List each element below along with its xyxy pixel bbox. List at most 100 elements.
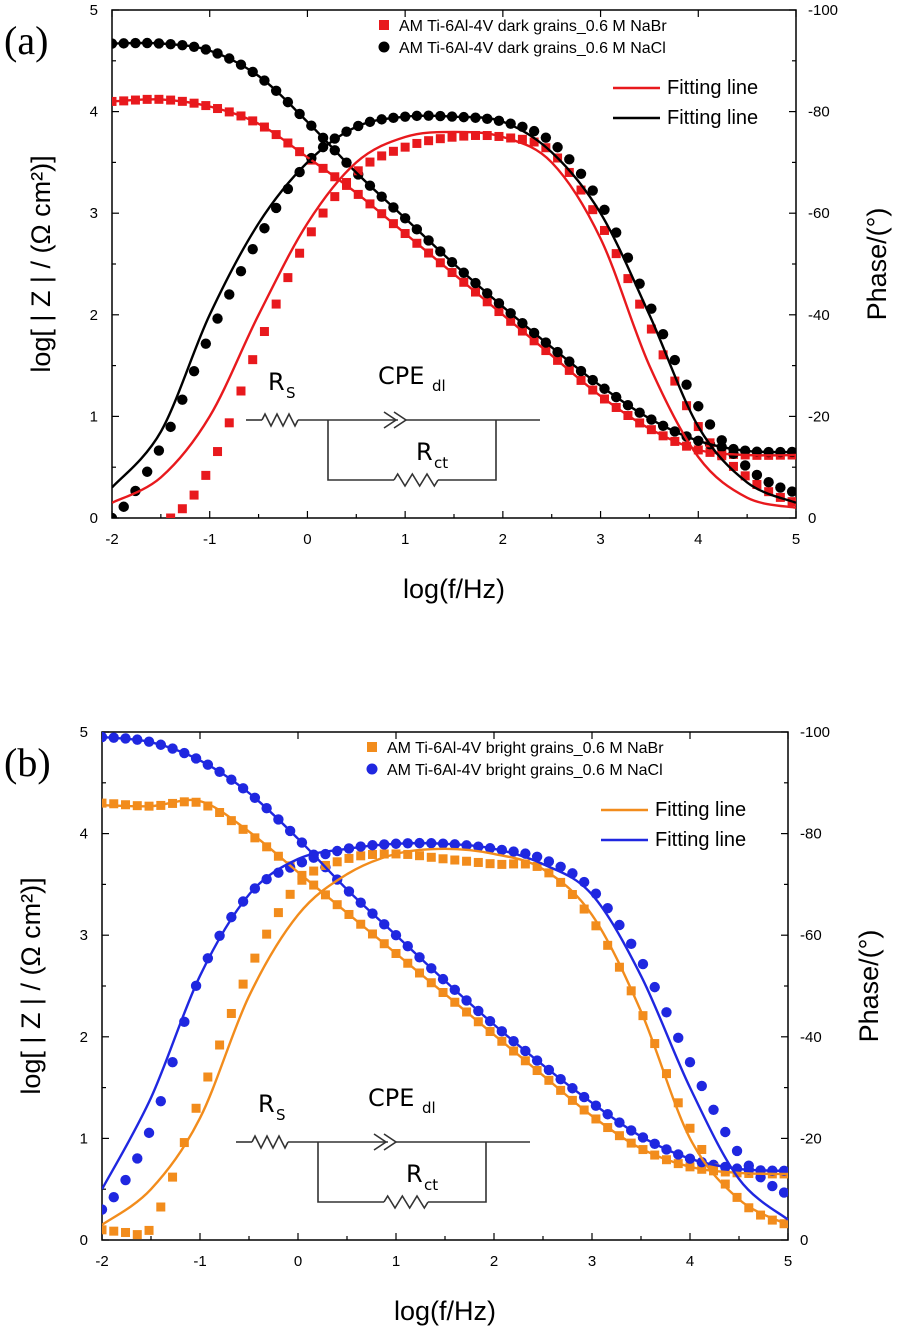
data-point-square: [611, 249, 621, 259]
x-axis-title: log(f/Hz): [403, 574, 505, 604]
legend: AM Ti-6Al-4V dark grains_0.6 M NaBr AM Ti…: [378, 18, 758, 129]
data-point-square: [144, 1225, 154, 1235]
data-point-square: [591, 921, 601, 931]
x-tick-label: 0: [294, 1253, 302, 1270]
data-point-square: [450, 855, 460, 865]
data-point-square: [646, 324, 656, 334]
data-point-square: [365, 157, 375, 167]
data-point-square: [697, 1144, 707, 1154]
data-point-square: [177, 504, 187, 514]
data-point-square: [236, 386, 246, 396]
data-point-square: [238, 824, 248, 834]
legend-label: Fitting line: [655, 829, 746, 851]
data-point-circle: [637, 958, 649, 970]
data-point-square: [379, 849, 389, 859]
data-point-square: [356, 851, 366, 861]
data-point-square: [166, 513, 176, 518]
y-right-tick-label: -40: [808, 307, 830, 324]
data-point-square: [447, 132, 457, 142]
data-point-circle: [212, 313, 223, 324]
data-point-square: [201, 470, 211, 480]
data-point-square: [332, 857, 342, 867]
data-point-square: [191, 797, 201, 807]
data-point-square: [470, 130, 480, 140]
data-point-square: [673, 1098, 683, 1108]
fit-line: [102, 841, 788, 1221]
data-point-square: [767, 1215, 777, 1225]
data-point-square: [353, 166, 363, 176]
data-point-square: [102, 1225, 107, 1235]
data-point-circle: [235, 266, 247, 277]
y-left-tick-label: 0: [80, 1232, 88, 1249]
x-tick-label: -1: [203, 531, 216, 548]
fit-line: [112, 130, 796, 509]
legend-label: Fitting line: [667, 77, 758, 99]
data-point-square: [435, 134, 445, 144]
data-point-square: [506, 133, 516, 143]
data-point-square: [109, 1226, 119, 1236]
y-right-tick-label: -20: [808, 408, 830, 425]
data-point-circle: [141, 466, 153, 477]
data-point-square: [309, 866, 319, 876]
data-point-square: [203, 1072, 213, 1082]
panel-label: (a): [4, 18, 48, 63]
data-point-circle: [599, 204, 610, 215]
data-point-square: [497, 859, 507, 869]
data-point-circle: [775, 482, 786, 493]
data-point-circle: [200, 338, 212, 349]
fit-line: [102, 847, 788, 1226]
data-point-square: [482, 131, 492, 141]
data-point-circle: [681, 379, 692, 390]
data-point-square: [614, 962, 624, 972]
data-point-circle: [155, 1095, 166, 1107]
data-point-circle: [693, 401, 704, 412]
fit-line: [112, 114, 796, 504]
data-point-square: [685, 1123, 695, 1133]
y-left-tick-label: 4: [90, 104, 98, 121]
panel-a: -2 -1 0 1 2 3 4 50123450-20-40-60-80-100log(f/H…: [4, 2, 892, 604]
legend-label: Fitting line: [655, 799, 746, 821]
data-point-square: [426, 852, 436, 862]
x-tick-label: 2: [499, 531, 507, 548]
fit-line: [112, 98, 796, 457]
data-point-square: [564, 167, 574, 177]
data-point-circle: [575, 168, 587, 179]
circuit-rct-sub: ct: [424, 1176, 438, 1194]
data-point-circle: [716, 435, 727, 446]
data-point-circle: [626, 938, 637, 949]
data-point-circle: [587, 185, 598, 196]
y-right-tick-label: 0: [800, 1232, 808, 1249]
data-point-square: [740, 471, 750, 481]
circuit-rct-label: R: [406, 1160, 423, 1188]
y-right-tick-label: -60: [800, 927, 822, 944]
data-point-square: [709, 1163, 719, 1173]
data-point-square: [285, 889, 295, 899]
data-point-circle: [767, 1180, 778, 1192]
data-point-square: [599, 225, 609, 235]
y-right-tick-label: 0: [808, 510, 816, 527]
data-point-square: [330, 192, 340, 202]
data-point-square: [588, 205, 598, 215]
data-point-circle: [684, 1057, 696, 1068]
data-point-circle: [259, 223, 270, 234]
data-point-circle: [669, 354, 681, 366]
panel-label: (b): [4, 740, 51, 785]
data-point-circle: [153, 445, 165, 456]
circuit-rs-sub: S: [276, 1106, 286, 1124]
series-nabr-phase: [166, 130, 796, 518]
data-point-square: [415, 851, 425, 861]
data-point-circle: [696, 1080, 707, 1092]
data-point-circle: [786, 486, 796, 497]
data-point-square: [215, 1040, 225, 1050]
data-point-square: [306, 227, 316, 237]
data-point-circle: [739, 460, 751, 471]
data-point-square: [283, 273, 293, 283]
data-layer: [112, 37, 796, 518]
data-point-circle: [614, 919, 625, 931]
x-tick-label: 1: [392, 1253, 400, 1270]
series-nacl-z-fit: [112, 41, 796, 454]
circuit-rct-sub: ct: [434, 454, 448, 472]
data-point-square: [132, 1230, 142, 1240]
data-point-square: [203, 801, 213, 811]
